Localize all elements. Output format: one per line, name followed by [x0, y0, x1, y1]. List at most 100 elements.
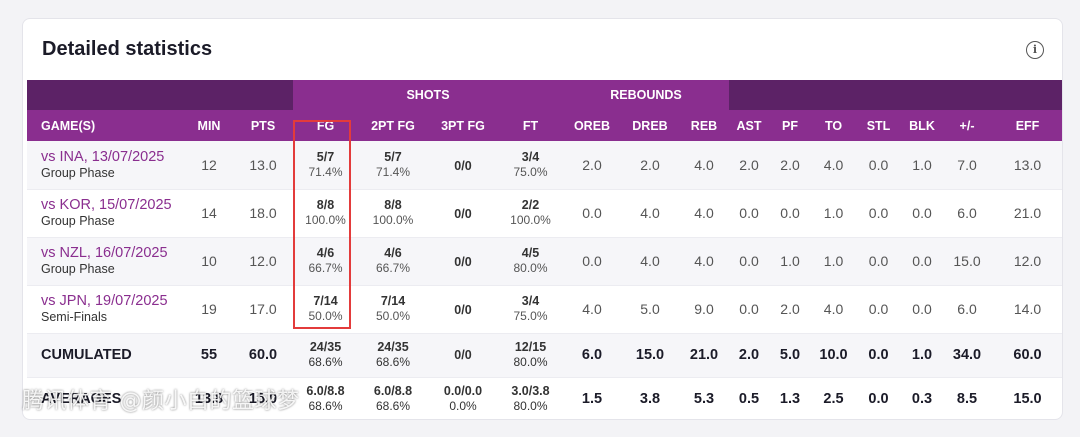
- fg2-cell: 8/8 100.0%: [358, 189, 428, 238]
- stats-table: SHOTS REBOUNDS GAME(S) MIN PTS FG 2PT FG…: [27, 80, 1062, 419]
- fg3-cell: 0/0: [428, 189, 498, 238]
- fg2-made: 4/6: [384, 246, 402, 260]
- col-3pt-fg[interactable]: 3PT FG: [428, 110, 498, 141]
- fg-pct: 68.6%: [308, 399, 343, 413]
- eff-cell: 12.0: [991, 237, 1062, 286]
- col-dreb[interactable]: DREB: [621, 110, 679, 141]
- ft-pct: 100.0%: [510, 213, 551, 227]
- eff-cell: 60.0: [991, 333, 1062, 378]
- fg-pct: 100.0%: [305, 213, 346, 227]
- group-header-spacer-right: [729, 80, 1062, 110]
- col-eff[interactable]: EFF: [991, 110, 1062, 141]
- col-min[interactable]: MIN: [185, 110, 233, 141]
- col-pts[interactable]: PTS: [233, 110, 293, 141]
- col-ast[interactable]: AST: [729, 110, 770, 141]
- col-blk[interactable]: BLK: [901, 110, 944, 141]
- ft-pct: 80.0%: [513, 399, 548, 413]
- oreb-cell: 0.0: [563, 189, 621, 238]
- pf-cell: 1.3: [769, 377, 812, 419]
- ast-cell: 2.0: [729, 141, 770, 190]
- oreb-cell: 6.0: [563, 333, 621, 378]
- fg-cell: 5/7 71.4%: [293, 141, 358, 190]
- fg2-pct: 68.6%: [375, 399, 411, 413]
- game-link[interactable]: vs JPN, 19/07/2025: [41, 293, 168, 309]
- col-oreb[interactable]: OREB: [563, 110, 621, 141]
- game-link[interactable]: vs KOR, 15/07/2025: [41, 197, 172, 213]
- table-row: vs KOR, 15/07/2025 Group Phase 14 18.0 8…: [27, 189, 1062, 238]
- stl-cell: 0.0: [856, 141, 902, 190]
- min-cell: 55: [185, 333, 233, 378]
- col-reb[interactable]: REB: [679, 110, 730, 141]
- ft-pct: 80.0%: [513, 261, 548, 275]
- col-ft[interactable]: FT: [498, 110, 563, 141]
- fg3-cell: 0/0: [428, 333, 498, 378]
- col-2pt-fg[interactable]: 2PT FG: [358, 110, 428, 141]
- game-phase: Semi-Finals: [41, 310, 107, 324]
- fg2-made: 7/14: [380, 294, 406, 308]
- cumulated-row: CUMULATED 55 60.0 24/35 68.6% 24/35 68.6% …: [27, 333, 1062, 378]
- ast-cell: 0.5: [729, 377, 770, 419]
- to-cell: 4.0: [811, 141, 857, 190]
- fg2-cell: 4/6 66.7%: [358, 237, 428, 286]
- info-icon[interactable]: i: [1026, 41, 1044, 59]
- col-games[interactable]: GAME(S): [27, 110, 185, 141]
- col-fg[interactable]: FG: [293, 110, 358, 141]
- card-title: Detailed statistics: [42, 38, 213, 60]
- group-header-shots: SHOTS: [293, 80, 563, 110]
- ast-cell: 0.0: [729, 189, 770, 238]
- fg3-made: 0/0: [454, 207, 472, 221]
- ft-made: 3/4: [521, 294, 540, 308]
- reb-cell: 4.0: [679, 237, 730, 286]
- stl-cell: 0.0: [856, 237, 902, 286]
- blk-cell: 0.0: [901, 285, 944, 334]
- min-cell: 12: [185, 141, 233, 190]
- blk-cell: 1.0: [901, 141, 944, 190]
- to-cell: 2.5: [811, 377, 857, 419]
- group-header-spacer: [27, 80, 293, 110]
- ft-made: 4/5: [521, 246, 540, 260]
- pts-cell: 60.0: [233, 333, 293, 378]
- col-to[interactable]: TO: [811, 110, 857, 141]
- game-link[interactable]: vs INA, 13/07/2025: [41, 148, 165, 165]
- to-cell: 1.0: [811, 189, 857, 238]
- fg3-cell: 0/0: [428, 237, 498, 286]
- dreb-cell: 5.0: [621, 285, 679, 334]
- reb-cell: 5.3: [679, 377, 730, 419]
- reb-cell: 21.0: [679, 333, 730, 378]
- fg3-made: 0.0/0.0: [443, 384, 483, 398]
- game-cell: vs KOR, 15/07/2025 Group Phase: [27, 189, 185, 238]
- table-row: vs JPN, 19/07/2025 Semi-Finals 19 17.0 7…: [27, 285, 1062, 334]
- fg3-made: 0/0: [454, 348, 472, 362]
- fg2-made: 6.0/8.8: [373, 384, 413, 398]
- oreb-cell: 1.5: [563, 377, 621, 419]
- cumulated-label: CUMULATED: [27, 333, 185, 378]
- to-cell: 10.0: [811, 333, 857, 378]
- fg-cell: 6.0/8.8 68.6%: [293, 377, 358, 419]
- fg3-cell: 0.0/0.0 0.0%: [428, 377, 498, 419]
- pf-cell: 2.0: [769, 285, 812, 334]
- ft-made: 2/2: [521, 198, 540, 212]
- ast-cell: 0.0: [729, 237, 770, 286]
- oreb-cell: 0.0: [563, 237, 621, 286]
- stl-cell: 0.0: [856, 377, 902, 419]
- game-phase: Group Phase: [41, 165, 115, 180]
- dreb-cell: 4.0: [621, 237, 679, 286]
- ast-cell: 2.0: [729, 333, 770, 378]
- col-plus-minus[interactable]: +/-: [943, 110, 992, 141]
- oreb-cell: 4.0: [563, 285, 621, 334]
- fg2-pct: 68.6%: [375, 355, 411, 369]
- game-link[interactable]: vs NZL, 16/07/2025: [41, 245, 168, 261]
- fg2-made: 24/35: [377, 340, 409, 354]
- ft-cell: 4/5 80.0%: [498, 237, 563, 286]
- blk-cell: 0.0: [901, 237, 944, 286]
- col-stl[interactable]: STL: [856, 110, 902, 141]
- fg-pct: 71.4%: [308, 164, 343, 179]
- col-pf[interactable]: PF: [769, 110, 812, 141]
- min-cell: 13.8: [185, 377, 233, 419]
- reb-cell: 4.0: [679, 189, 730, 238]
- fg3-cell: 0/0: [428, 141, 498, 190]
- plus-minus-cell: 7.0: [943, 141, 992, 190]
- fg-made: 5/7: [316, 149, 335, 164]
- plus-minus-cell: 34.0: [943, 333, 992, 378]
- ft-made: 12/15: [514, 340, 547, 354]
